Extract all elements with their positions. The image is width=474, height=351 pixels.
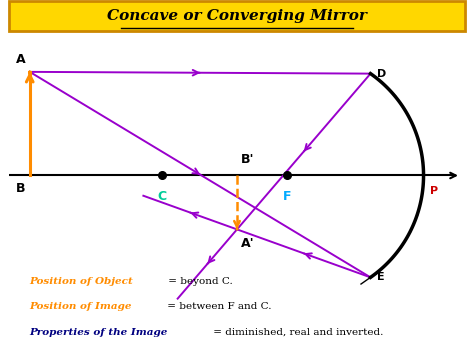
Text: = beyond C.: = beyond C. [165,277,233,286]
Text: C: C [158,190,167,203]
FancyBboxPatch shape [9,1,465,31]
Text: A': A' [241,237,255,250]
Text: Concave or Converging Mirror: Concave or Converging Mirror [107,9,367,23]
Text: Properties of the Image: Properties of the Image [30,328,168,337]
Text: D: D [377,69,386,79]
Text: B': B' [241,153,255,166]
Text: Position of Object: Position of Object [30,277,134,286]
Text: = between F and C.: = between F and C. [164,302,271,311]
Text: F: F [283,190,291,203]
Text: Position of Image: Position of Image [30,302,132,311]
Text: = diminished, real and inverted.: = diminished, real and inverted. [210,328,383,337]
Text: P: P [430,186,438,196]
Text: A: A [16,53,26,66]
Text: E: E [377,272,384,282]
Text: B: B [16,182,26,195]
